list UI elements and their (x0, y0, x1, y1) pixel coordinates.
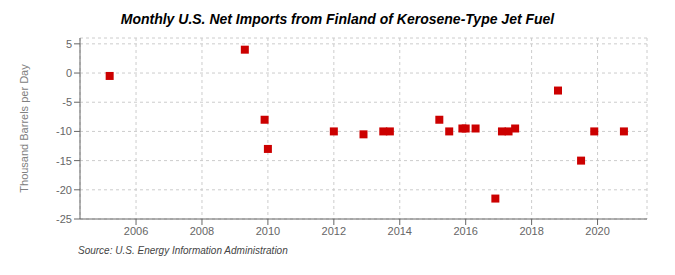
svg-text:-25: -25 (56, 213, 72, 225)
svg-text:2010: 2010 (256, 225, 280, 237)
svg-text:2008: 2008 (190, 225, 214, 237)
svg-text:5: 5 (66, 38, 72, 50)
svg-text:-5: -5 (62, 96, 72, 108)
svg-text:2016: 2016 (453, 225, 477, 237)
svg-text:2020: 2020 (585, 225, 609, 237)
svg-text:2014: 2014 (388, 225, 412, 237)
svg-text:-15: -15 (56, 155, 72, 167)
svg-text:0: 0 (66, 67, 72, 79)
svg-text:2018: 2018 (519, 225, 543, 237)
svg-text:Thousand Barrels per Day: Thousand Barrels per Day (18, 64, 30, 193)
svg-text:-20: -20 (56, 184, 72, 196)
svg-text:-10: -10 (56, 125, 72, 137)
html-text:Source: U.S. Energy Informatio: Source: U.S. Energy Information Administ… (78, 245, 288, 256)
html-text:Monthly U.S. Net Imports from: Monthly U.S. Net Imports from Finland of… (120, 11, 555, 27)
svg-text:2006: 2006 (124, 225, 148, 237)
svg-text:2012: 2012 (322, 225, 346, 237)
